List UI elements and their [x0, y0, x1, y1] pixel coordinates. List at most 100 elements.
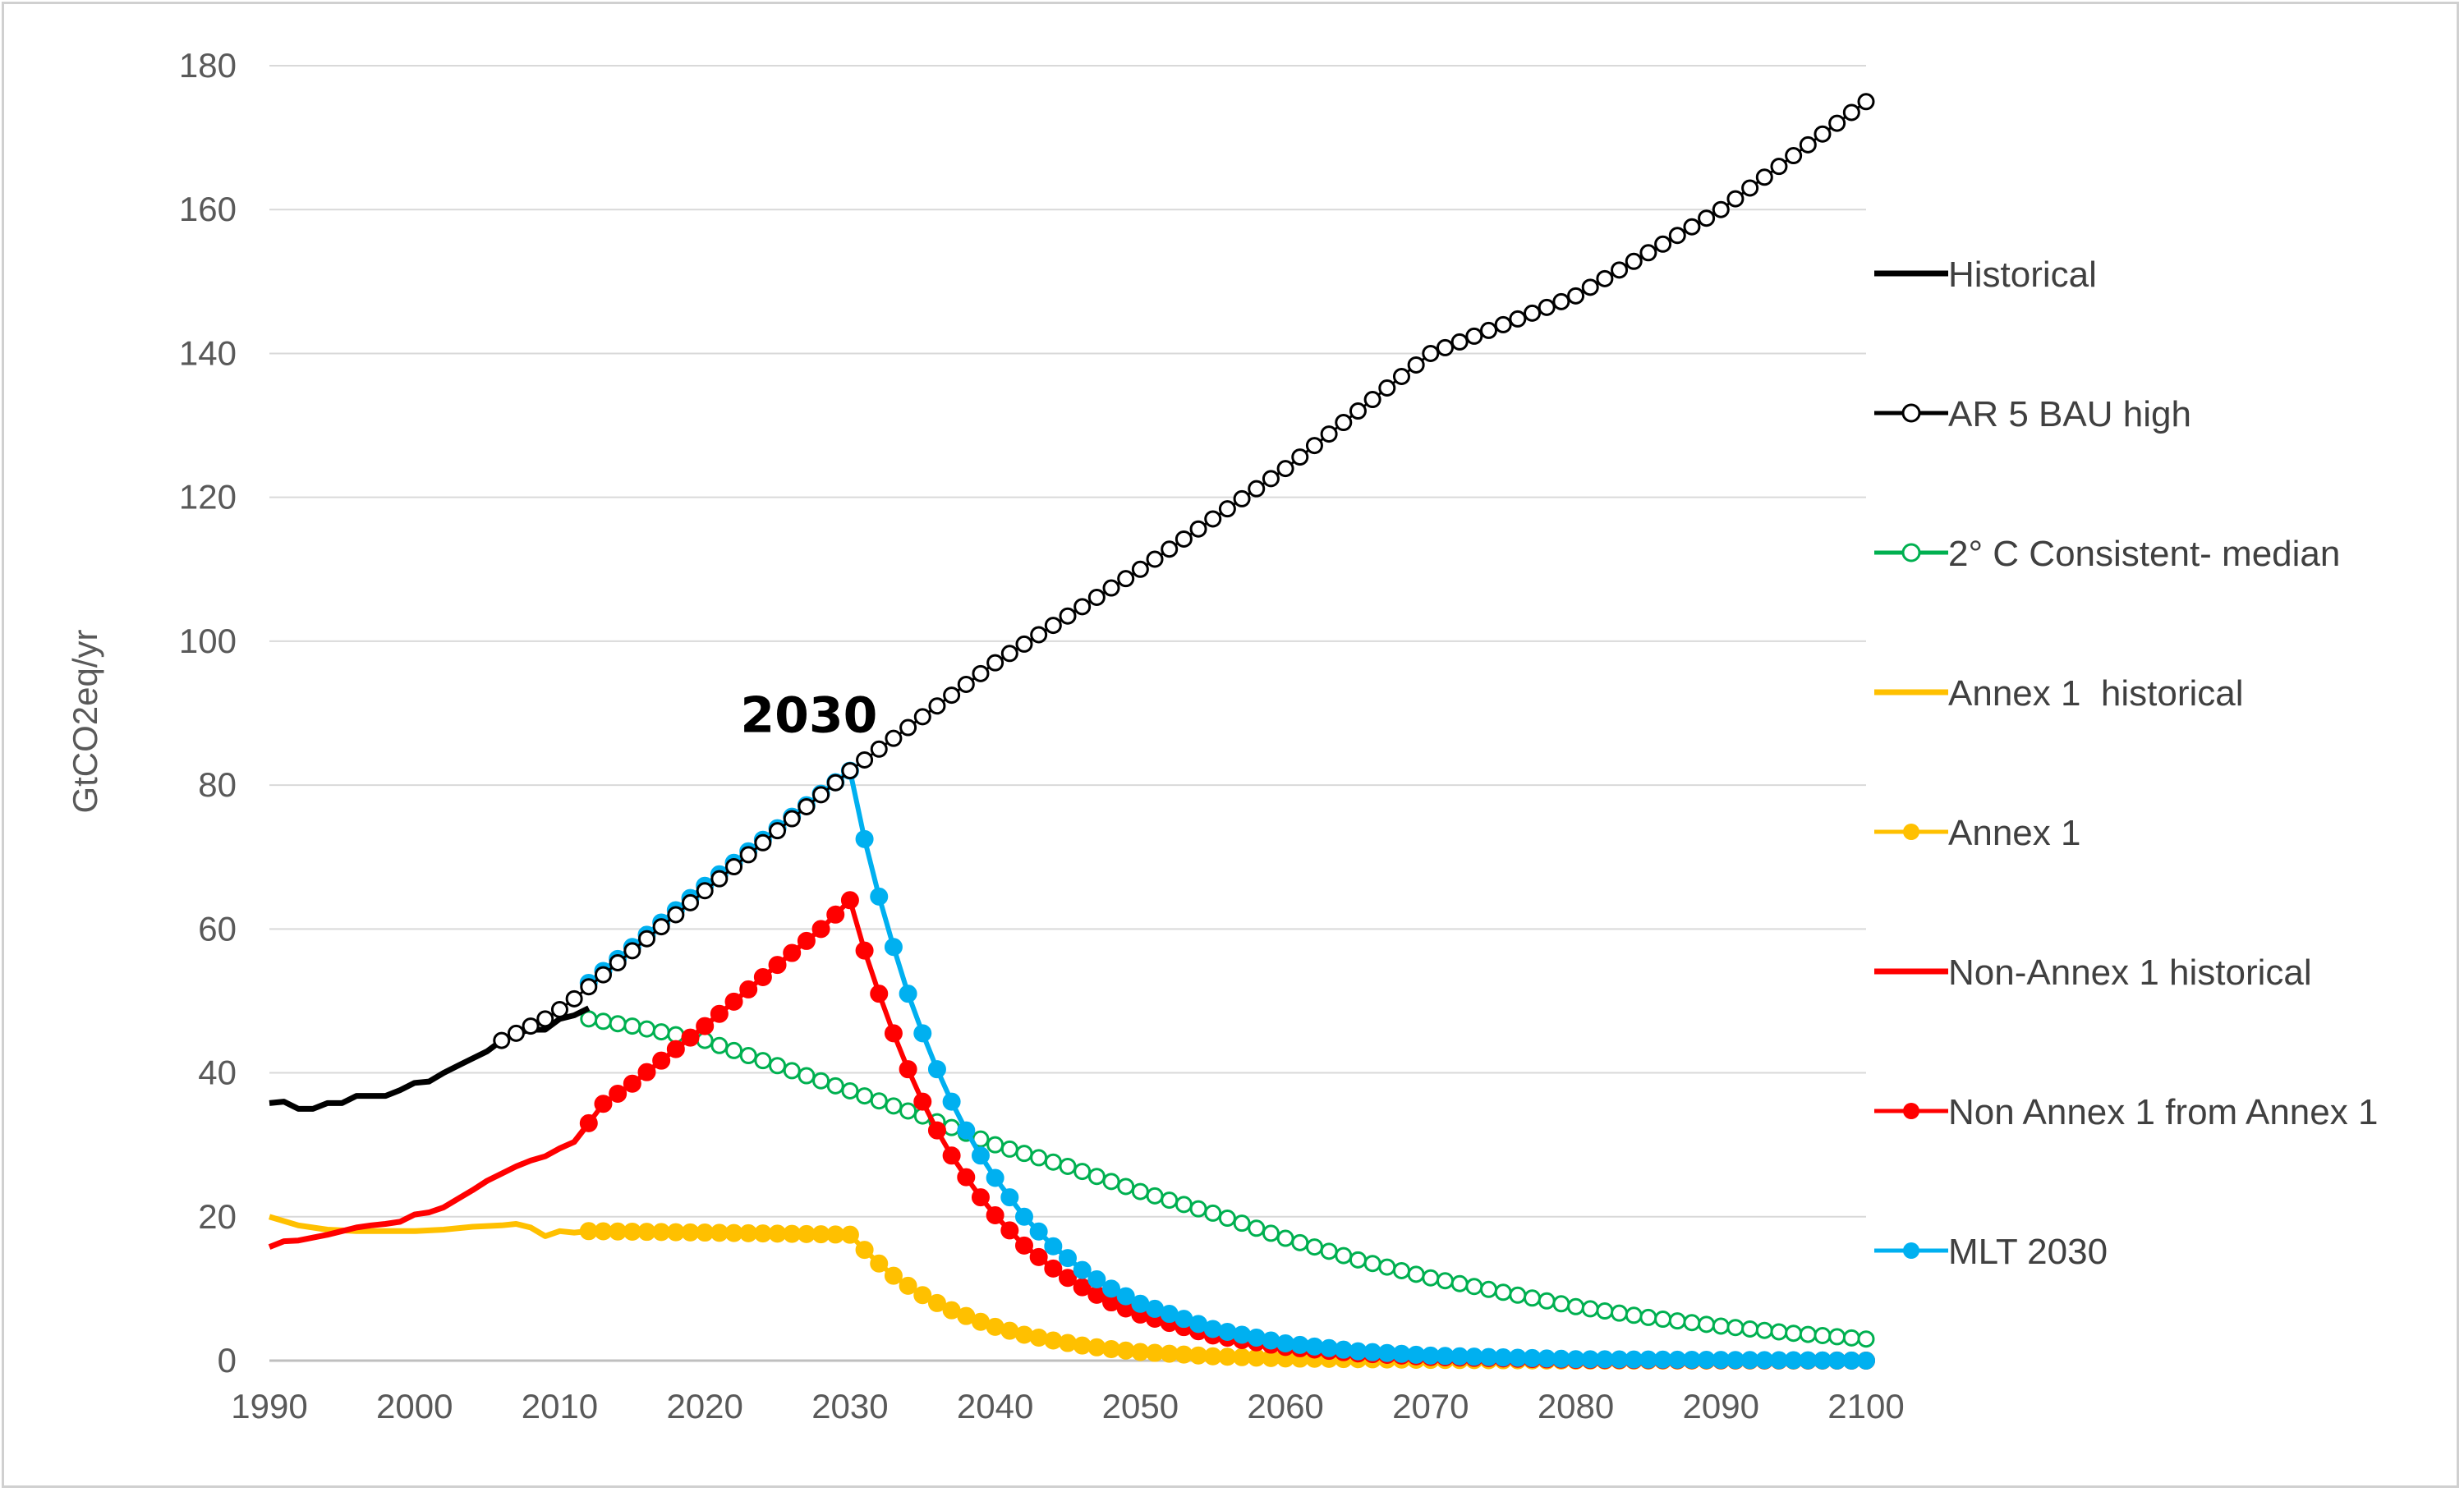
data-point [885, 1097, 903, 1115]
data-point [1552, 1295, 1570, 1313]
data-point [652, 918, 670, 936]
data-point [1436, 1272, 1454, 1290]
data-point [913, 708, 931, 726]
legend: Historical AR 5 BAU high 2° C Consistent- … [1874, 255, 2378, 1272]
data-point [1262, 1224, 1280, 1242]
grid-layer [269, 65, 1866, 1218]
data-point [1596, 269, 1614, 287]
data-point [1524, 1289, 1542, 1307]
data-point [1668, 1312, 1686, 1330]
data-point [1248, 480, 1266, 498]
data-point [986, 1136, 1004, 1154]
legend-swatch-marker [1903, 1103, 1919, 1119]
data-point [1102, 1279, 1121, 1298]
series-ar-5-bau-high [493, 93, 1875, 1049]
legend-swatch-marker [1903, 824, 1919, 840]
x-tick-label: 2000 [376, 1387, 453, 1425]
data-point [1320, 425, 1338, 443]
data-point [1494, 1283, 1512, 1301]
data-point [609, 953, 627, 971]
y-tick-label: 140 [179, 333, 237, 372]
x-tick-label: 2100 [1827, 1387, 1904, 1425]
series-layer [268, 93, 1875, 1370]
data-point [1218, 1210, 1236, 1228]
x-tick-label: 1990 [231, 1387, 307, 1425]
data-point [1117, 1178, 1135, 1196]
data-point [1276, 460, 1294, 478]
data-point [1044, 617, 1062, 635]
data-point [1204, 510, 1222, 528]
data-point [1857, 1330, 1875, 1348]
series-line [268, 1121, 591, 1250]
data-point [1102, 1173, 1120, 1191]
data-point [856, 1087, 874, 1105]
data-point [1668, 227, 1686, 245]
legend-label: Non-Annex 1 historical [1948, 953, 2312, 993]
data-point [724, 992, 743, 1011]
series-non-annex-1-from-annex-1 [579, 891, 1875, 1370]
legend-label: 2° C Consistent- median [1948, 534, 2340, 574]
data-point [943, 686, 961, 705]
data-point [1000, 645, 1018, 663]
data-point [1857, 93, 1875, 111]
data-point [753, 968, 772, 987]
data-point [1276, 1229, 1294, 1247]
data-point [884, 1266, 903, 1285]
data-point [899, 1060, 917, 1079]
legend-item: 2° C Consistent- median [1874, 534, 2340, 574]
data-point [1509, 1286, 1527, 1304]
data-point [1611, 261, 1629, 279]
data-point [594, 1095, 613, 1113]
data-point [637, 1063, 656, 1081]
data-point [1203, 1320, 1222, 1338]
legend-label: Historical [1948, 255, 2097, 295]
data-point [1146, 1187, 1164, 1205]
data-point [971, 1188, 990, 1207]
x-tick-label: 2070 [1392, 1387, 1469, 1425]
data-point [928, 697, 946, 715]
data-point [1102, 579, 1120, 597]
data-point [1814, 1327, 1832, 1345]
data-point [957, 1168, 976, 1187]
legend-item: Historical [1874, 255, 2097, 295]
data-point [1305, 1238, 1323, 1256]
data-point [1407, 356, 1425, 374]
data-point [1044, 1331, 1063, 1350]
data-point [1161, 1191, 1179, 1210]
data-point [1291, 1233, 1309, 1251]
data-point [1828, 1328, 1846, 1346]
data-point [1291, 448, 1309, 466]
data-point [870, 1092, 888, 1110]
data-point [1248, 1219, 1266, 1237]
data-point [667, 906, 685, 924]
data-point [1029, 1328, 1048, 1347]
data-point [507, 1024, 525, 1042]
legend-label: AR 5 BAU high [1948, 394, 2191, 434]
legend-item: AR 5 BAU high [1874, 394, 2191, 434]
data-point [1625, 1306, 1643, 1324]
legend-label: Non Annex 1 from Annex 1 [1948, 1092, 2378, 1132]
data-point [927, 1060, 946, 1079]
data-point [1262, 1331, 1280, 1350]
data-point [739, 846, 757, 864]
data-point [899, 718, 917, 737]
y-tick-label: 80 [198, 765, 237, 804]
data-point [1436, 338, 1454, 356]
data-point [536, 1010, 554, 1028]
data-point [666, 1040, 685, 1058]
data-point [957, 1121, 976, 1140]
data-point [1698, 1315, 1716, 1334]
y-axis-label: GtCO2eq/yr [66, 629, 104, 813]
data-point [580, 978, 598, 996]
data-point [1450, 1274, 1469, 1292]
data-point [1335, 1246, 1353, 1265]
data-point [1117, 570, 1135, 588]
series-2-c-consistent-median [580, 1010, 1875, 1348]
data-point [1000, 1188, 1019, 1207]
data-point [1218, 1322, 1237, 1341]
data-point [754, 1052, 772, 1070]
data-point [1029, 1222, 1048, 1241]
data-point [739, 980, 758, 998]
data-point [1698, 209, 1716, 227]
